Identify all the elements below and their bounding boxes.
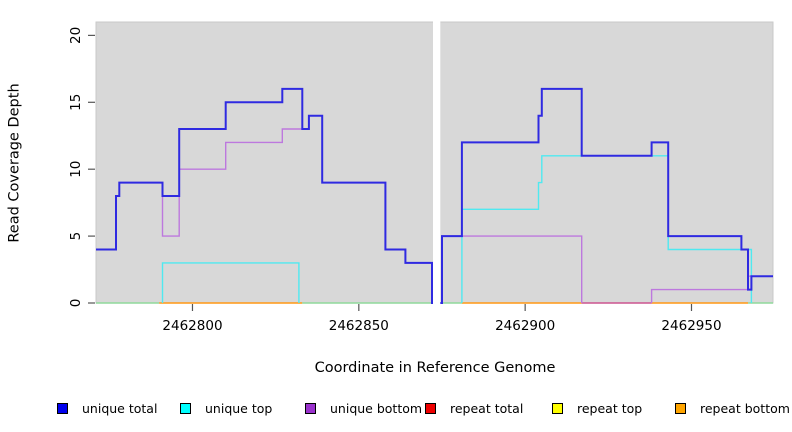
x-tick-label: 2462800	[162, 318, 222, 334]
y-tick-label: 15	[68, 94, 84, 111]
legend-item-unique-bottom: unique bottom	[305, 399, 422, 417]
y-tick-label: 10	[68, 161, 84, 178]
legend-swatch-icon	[57, 402, 68, 414]
series-line-unique-top	[461, 155, 753, 303]
y-tick-label: 5	[68, 232, 84, 241]
x-tick-label: 2462900	[495, 318, 555, 334]
x-axis-title: Coordinate in Reference Genome	[314, 360, 556, 376]
legend-item-repeat-top: repeat top	[552, 399, 642, 417]
coverage-plot-svg: 2462800 2462850 2462900 2462950 0 5 10 15 20	[68, 21, 774, 334]
chart-legend: unique total unique top unique bottom repea…	[0, 399, 792, 421]
x-tick-label: 2462850	[329, 318, 389, 334]
y-axis-title: Read Coverage Depth	[6, 83, 23, 243]
legend-item-repeat-total: repeat total	[425, 399, 523, 417]
legend-swatch-icon	[425, 402, 436, 414]
legend-label: repeat total	[450, 400, 524, 416]
x-tick-label: 2462950	[661, 318, 721, 334]
legend-label: repeat bottom	[700, 400, 790, 416]
panel-gap	[433, 21, 441, 304]
legend-swatch-icon	[552, 402, 563, 414]
legend-swatch-icon	[675, 402, 686, 414]
legend-item-repeat-bottom: repeat bottom	[675, 399, 790, 417]
y-tick-label: 20	[68, 27, 84, 44]
legend-label: repeat top	[577, 400, 643, 416]
series-line-unique-total	[96, 87, 773, 304]
y-tick-label: 0	[68, 299, 84, 308]
legend-label: unique top	[205, 400, 273, 416]
legend-label: unique total	[82, 400, 158, 416]
legend-swatch-icon	[305, 402, 316, 414]
legend-swatch-icon	[180, 402, 191, 414]
legend-item-unique-total: unique total	[57, 399, 157, 417]
series-line-unique-top	[161, 262, 300, 303]
legend-label: unique bottom	[330, 400, 423, 416]
legend-item-unique-top: unique top	[180, 399, 272, 417]
